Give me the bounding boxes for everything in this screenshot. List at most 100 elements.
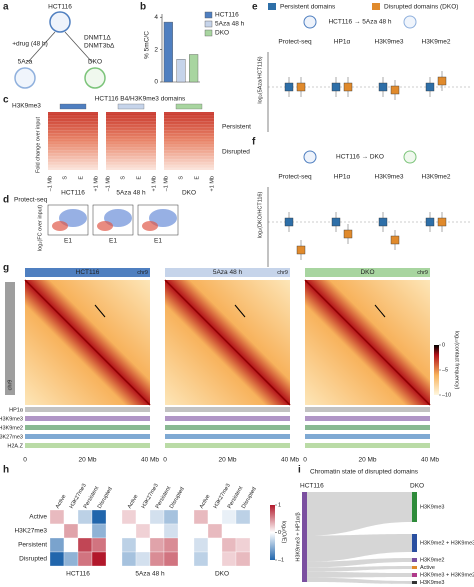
panel-letter: b — [140, 2, 146, 13]
cell — [121, 509, 137, 525]
cell — [149, 509, 165, 525]
cell — [163, 523, 179, 539]
heatmap — [106, 112, 156, 170]
col-label: Active — [199, 494, 212, 510]
legend-swatch — [204, 11, 213, 19]
box — [331, 82, 341, 92]
flow — [307, 558, 412, 568]
box — [343, 229, 353, 239]
y-tick-label: 2 — [154, 46, 158, 53]
group-label: HP1α — [334, 39, 351, 46]
node — [412, 492, 417, 522]
diagonal — [24, 279, 151, 406]
legend-swatch — [204, 29, 213, 37]
box — [425, 217, 435, 227]
x-tick-label: 20 Mb — [218, 457, 236, 464]
cloud — [59, 209, 87, 227]
cell — [235, 509, 251, 525]
cell — [63, 523, 79, 539]
x-tick-label: 40 Mb — [141, 457, 159, 464]
diagonal — [304, 279, 431, 406]
colorbar-label: log₁₀(contact frequency) — [454, 331, 460, 390]
group-label: H3K9me3 — [375, 174, 404, 181]
domain-header — [175, 103, 203, 110]
label: chr9 — [7, 380, 13, 391]
sample-label: HCT116 — [66, 571, 90, 578]
group-label: HP1α — [334, 174, 351, 181]
legend-label: HCT116 — [215, 12, 239, 19]
track-label: HP1α — [9, 407, 24, 413]
cell — [49, 551, 65, 567]
x-tick-label: 20 Mb — [78, 457, 96, 464]
box — [296, 82, 306, 92]
label: +drug (48 h) — [12, 41, 48, 48]
x-tick-label: 0 — [163, 457, 167, 464]
track — [165, 416, 290, 421]
x-tick-label: S — [120, 176, 126, 180]
cell — [207, 551, 223, 567]
title: HCT116 B4/H3K9me3 domains — [95, 96, 186, 103]
sankey: H3K9me3 + HP1α/β H3K9me3 H3K9me2 + H3K9me3… — [295, 492, 474, 586]
box — [437, 76, 447, 86]
frame — [92, 204, 134, 236]
bar — [176, 59, 186, 83]
y-tick-label: 4 — [154, 14, 158, 21]
track — [165, 425, 290, 430]
node-label: H3K9me3 + H3K9me2 + HP1α/β — [420, 572, 474, 578]
node — [412, 534, 417, 552]
x-tick-label: +1 Mb — [93, 176, 99, 191]
node-label: H3K9me3 + HP1α/β — [295, 512, 301, 561]
chrom-label: chr9 — [137, 270, 148, 276]
label: H3K9me3 — [12, 103, 41, 110]
label: DKO — [88, 59, 102, 66]
row-label: H3K27me3 — [14, 528, 47, 535]
cell — [49, 523, 65, 539]
label: Disrupted — [222, 149, 250, 156]
group-label: H3K9me3 — [375, 39, 404, 46]
x-tick-label: 40 Mb — [421, 457, 439, 464]
cell — [235, 523, 251, 539]
track — [25, 416, 150, 421]
frame — [137, 204, 179, 236]
cell — [121, 523, 137, 539]
axis-label: log₂(DKO/HCT116) — [257, 192, 263, 239]
cell — [221, 537, 237, 553]
box — [284, 217, 294, 227]
cloud — [97, 221, 113, 231]
sample-label: 5Aza 48 h — [213, 269, 243, 276]
label: HCT116 — [300, 483, 324, 490]
col-label: Active — [127, 494, 140, 510]
cell — [77, 509, 93, 525]
title: Protect-seq — [14, 197, 48, 204]
box — [343, 82, 353, 92]
box — [390, 85, 400, 95]
group-label: H3K9me2 — [422, 39, 451, 46]
cell — [163, 537, 179, 553]
bar-plot: 0 2 4 HCT116 5Aza 48 h DKO — [154, 12, 244, 86]
cell — [135, 551, 151, 567]
cell-icon — [49, 11, 71, 33]
track — [305, 434, 430, 439]
cell — [91, 523, 107, 539]
legend-label: Disrupted domains (DKO) — [384, 4, 458, 11]
cell — [121, 537, 137, 553]
box — [331, 217, 341, 227]
cell — [77, 551, 93, 567]
cell-icon — [403, 15, 417, 29]
sample-label: DKO — [215, 571, 229, 578]
colorbar-tick: –5 — [442, 367, 448, 373]
cloud — [104, 209, 132, 227]
cell — [235, 537, 251, 553]
flow — [307, 571, 412, 578]
axis-label: % 5mC/C — [144, 31, 151, 59]
node-label: H3K9me3 — [420, 580, 444, 586]
box — [378, 82, 388, 92]
x-label: E1 — [64, 238, 72, 245]
box — [378, 217, 388, 227]
box — [437, 217, 447, 227]
panel-letter: c — [3, 95, 9, 106]
x-tick-label: 0 — [303, 457, 307, 464]
track-label: H3K9me2 — [0, 425, 23, 431]
panel-letter: d — [3, 195, 9, 206]
cell — [207, 523, 223, 539]
